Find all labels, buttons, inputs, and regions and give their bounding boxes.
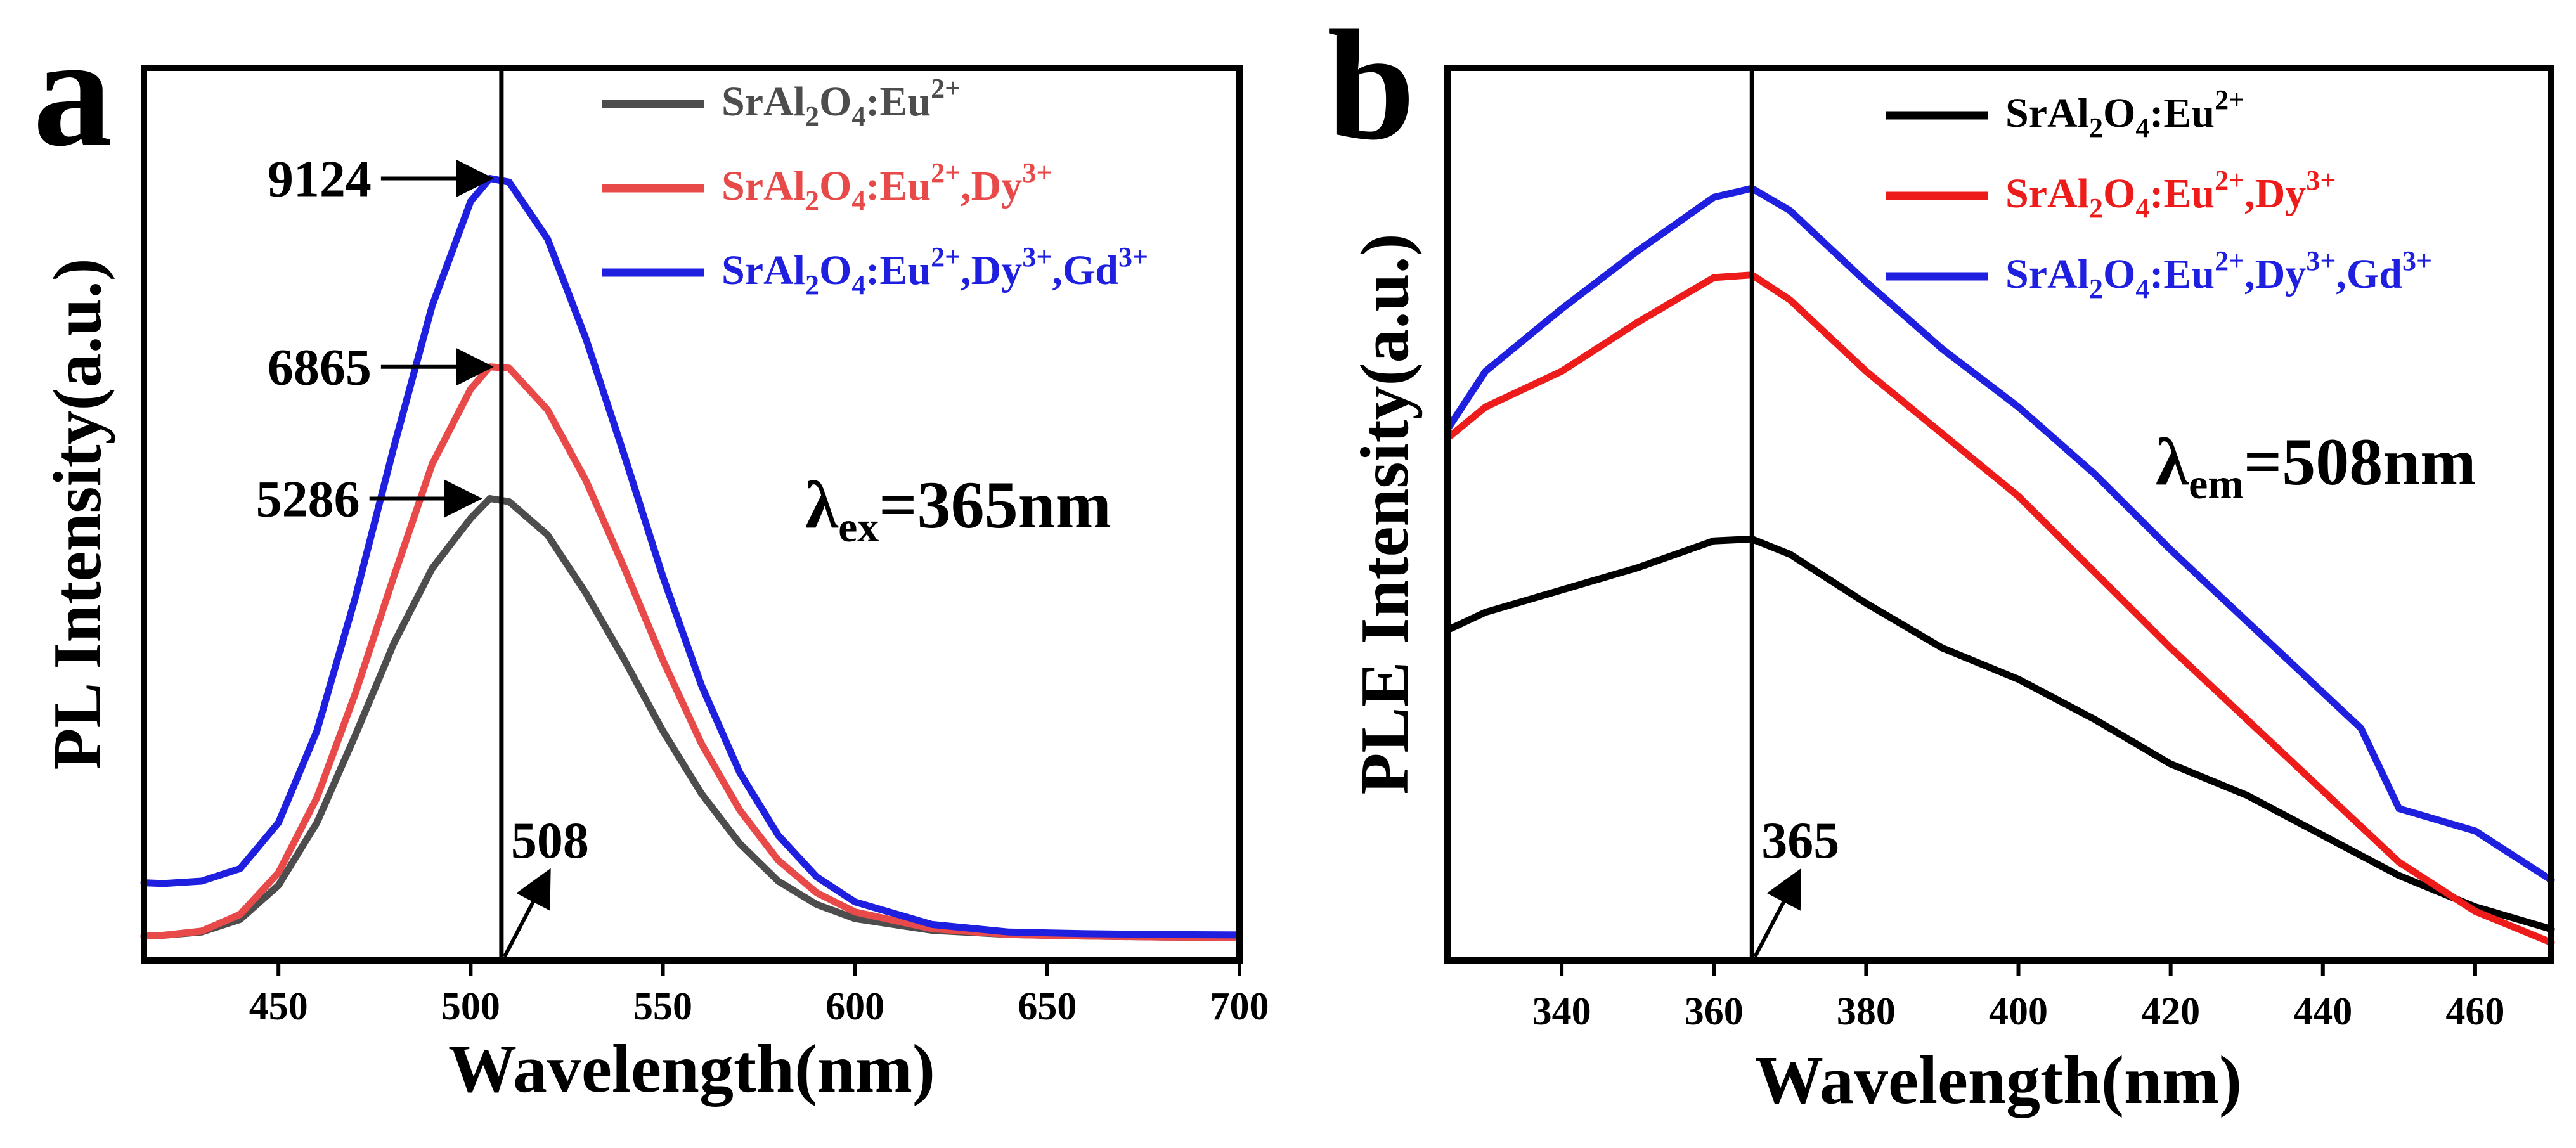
panel-b-x-tick-label: 440 bbox=[2293, 990, 2352, 1033]
panel-b-series-line-1 bbox=[1444, 535, 2555, 933]
panel-b-letter: b bbox=[1327, 0, 1415, 173]
panel-a-vline-label: 508 bbox=[511, 811, 589, 869]
panel-a-vline-arrow bbox=[503, 868, 551, 958]
panel-a-letter: a bbox=[33, 4, 112, 179]
panel-a-annotations: 508 9124 6865 5286 bbox=[256, 150, 589, 958]
panel-b-x-tick-label: 360 bbox=[1685, 990, 1744, 1033]
panel-b-ylabel: PLE Intensity(a.u.) bbox=[1347, 233, 1423, 794]
panel-b-xlabel: Wavelength(nm) bbox=[1755, 1043, 2242, 1118]
panel-a-excitation-label: λex=365nm bbox=[805, 468, 1111, 551]
panel-a-x-tick-label: 550 bbox=[633, 985, 692, 1028]
panel-a-x-tick-label: 450 bbox=[249, 985, 308, 1028]
panel-a-series-line-3 bbox=[140, 175, 1243, 939]
panel-b-x-tick-label: 340 bbox=[1532, 990, 1591, 1033]
panel-a-x-tick-label: 500 bbox=[441, 985, 500, 1028]
panel-a-x-tick-label: 600 bbox=[825, 985, 884, 1028]
panel-b-x-tick-label: 460 bbox=[2445, 990, 2504, 1033]
panel-a-legend-label-1: SrAl2O4:Eu2+ bbox=[722, 73, 961, 132]
panel-a-legend-label-3: SrAl2O4:Eu2+,Dy3+,Gd3+ bbox=[722, 242, 1148, 300]
panel-a-plot-frame bbox=[141, 65, 1243, 964]
panel-a-legend-label-2: SrAl2O4:Eu2+,Dy3+ bbox=[722, 157, 1052, 216]
panel-b-vline-label: 365 bbox=[1761, 811, 1839, 869]
panel-a: a 450 500 550 600 650 700 Wavelength(nm) PL I… bbox=[33, 4, 1269, 1107]
panel-b-x-tick-label: 420 bbox=[2141, 990, 2200, 1033]
panel-a-x-ticks: 450 500 550 600 650 700 bbox=[249, 960, 1269, 1028]
panel-b-emission-label: λem=508nm bbox=[2156, 425, 2476, 508]
panel-b-annotations: 365 bbox=[1753, 811, 1839, 958]
panel-a-plot-lines bbox=[140, 68, 1243, 960]
panel-b-plot-frame bbox=[1444, 65, 2554, 964]
panel-b-x-tick-label: 400 bbox=[1989, 990, 2048, 1033]
panel-b-series-line-2 bbox=[1444, 271, 2555, 946]
panel-a-x-tick-label: 650 bbox=[1018, 985, 1077, 1028]
panel-b-legend-label-2: SrAl2O4:Eu2+,Dy3+ bbox=[2005, 165, 2336, 224]
panel-b: b 340 360 380 400 420 440 460 Wavelength(nm) P… bbox=[1327, 0, 2555, 1118]
panel-b-plot-lines bbox=[1444, 68, 2555, 960]
panel-a-peak-label-1: 9124 bbox=[268, 150, 372, 207]
panel-b-legend-label-3: SrAl2O4:Eu2+,Dy3+,Gd3+ bbox=[2005, 245, 2432, 304]
panel-a-ylabel: PL Intensity(a.u.) bbox=[40, 258, 115, 770]
panel-b-series-line-3 bbox=[1444, 184, 2555, 884]
panel-b-legend-label-1: SrAl2O4:Eu2+ bbox=[2005, 84, 2244, 143]
panel-b-legend: SrAl2O4:Eu2+ SrAl2O4:Eu2+,Dy3+ SrAl2O4:Eu2… bbox=[1886, 84, 2432, 304]
panel-a-legend: SrAl2O4:Eu2+ SrAl2O4:Eu2+,Dy3+ SrAl2O4:Eu2… bbox=[602, 73, 1148, 300]
panel-a-peak-label-2: 6865 bbox=[268, 339, 372, 396]
panel-a-peak-label-3: 5286 bbox=[256, 470, 360, 528]
panel-a-x-tick-label: 700 bbox=[1210, 985, 1269, 1028]
panel-b-x-tick-label: 380 bbox=[1837, 990, 1896, 1033]
panel-a-series-line-2 bbox=[140, 363, 1243, 941]
panel-b-x-ticks: 340 360 380 400 420 440 460 bbox=[1532, 960, 2504, 1033]
panel-b-vline-arrow bbox=[1753, 868, 1802, 958]
panel-a-xlabel: Wavelength(nm) bbox=[448, 1031, 935, 1107]
